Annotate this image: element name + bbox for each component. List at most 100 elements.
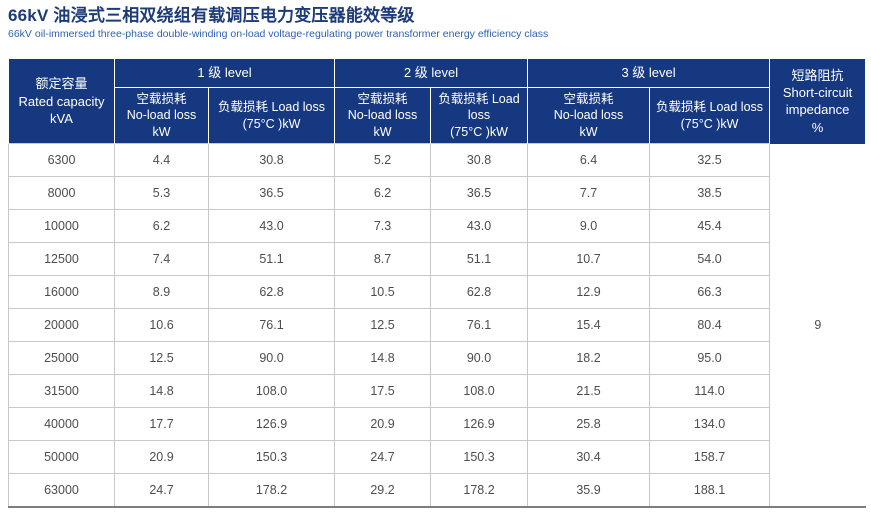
cell-level2-no-load-loss: 20.9	[334, 407, 432, 442]
cell-level1-no-load-loss: 8.9	[114, 275, 209, 310]
cell-rated-capacity: 50000	[8, 440, 115, 475]
cell-level2-no-load-loss: 29.2	[334, 473, 432, 509]
cell-level3-load-loss: 66.3	[649, 275, 771, 310]
cell-level1-load-loss: 36.5	[207, 176, 336, 211]
cell-level2-load-loss: 43.0	[430, 209, 529, 244]
cell-level2-load-loss: 62.8	[430, 275, 529, 310]
level3-no-load-loss-header: 空载损耗 No-load loss kW	[527, 86, 651, 144]
cell-level3-load-loss: 158.7	[649, 440, 771, 475]
cell-level1-no-load-loss: 14.8	[114, 374, 209, 409]
cell-level1-no-load-loss: 10.6	[114, 308, 209, 343]
cell-rated-capacity: 12500	[8, 242, 115, 277]
cell-level2-no-load-loss: 7.3	[334, 209, 432, 244]
cell-level3-no-load-loss: 21.5	[527, 374, 651, 409]
cell-level1-load-loss: 30.8	[207, 143, 336, 178]
table-row: 25000 12.5 90.0 14.8 90.0 18.2 95.0	[8, 341, 866, 376]
cell-level3-no-load-loss: 9.0	[527, 209, 651, 244]
cell-level1-load-loss: 62.8	[207, 275, 336, 310]
cell-level2-no-load-loss: 17.5	[334, 374, 432, 409]
level2-load-loss-header: 负载损耗 Load loss (75°C )kW	[430, 86, 529, 144]
cell-level3-no-load-loss: 6.4	[527, 143, 651, 178]
cell-level3-load-loss: 188.1	[649, 473, 771, 509]
cell-level3-load-loss: 32.5	[649, 143, 771, 178]
rated-capacity-header: 额定容量 Rated capacity kVA	[8, 57, 115, 144]
cell-level2-no-load-loss: 10.5	[334, 275, 432, 310]
cell-level1-load-loss: 108.0	[207, 374, 336, 409]
level1-group-header: 1 级 level	[113, 57, 336, 88]
cell-rated-capacity: 20000	[8, 308, 115, 343]
cell-level2-no-load-loss: 24.7	[334, 440, 432, 475]
table-row: 20000 10.6 76.1 12.5 76.1 15.4 80.4	[8, 308, 866, 343]
cell-level2-no-load-loss: 5.2	[334, 143, 432, 178]
cell-level3-no-load-loss: 7.7	[527, 176, 651, 211]
cell-level2-load-loss: 90.0	[430, 341, 529, 376]
table-row: 6300 4.4 30.8 5.2 30.8 6.4 32.5 9	[8, 143, 866, 509]
cell-rated-capacity: 40000	[8, 407, 115, 442]
cell-level3-no-load-loss: 18.2	[527, 341, 651, 376]
table-row: 12500 7.4 51.1 8.7 51.1 10.7 54.0	[8, 242, 866, 277]
cell-level2-no-load-loss: 14.8	[334, 341, 432, 376]
table-body: 6300 4.4 30.8 5.2 30.8 6.4 32.5 9 8000 5…	[8, 143, 866, 509]
level3-group-header: 3 级 level	[527, 57, 771, 88]
cell-level3-load-loss: 54.0	[649, 242, 771, 277]
cell-rated-capacity: 16000	[8, 275, 115, 310]
cell-level1-no-load-loss: 24.7	[114, 473, 209, 509]
table-row: 8000 5.3 36.5 6.2 36.5 7.7 38.5	[8, 176, 866, 211]
cell-level3-load-loss: 114.0	[649, 374, 771, 409]
cell-short-circuit-impedance: 9	[769, 143, 866, 509]
cell-level3-load-loss: 95.0	[649, 341, 771, 376]
cell-level1-no-load-loss: 12.5	[114, 341, 209, 376]
cell-rated-capacity: 6300	[8, 143, 115, 178]
cell-level1-load-loss: 51.1	[207, 242, 336, 277]
table-row: 31500 14.8 108.0 17.5 108.0 21.5 114.0	[8, 374, 866, 409]
cell-rated-capacity: 63000	[8, 473, 115, 509]
cell-rated-capacity: 10000	[8, 209, 115, 244]
table-row: 50000 20.9 150.3 24.7 150.3 30.4 158.7	[8, 440, 866, 475]
cell-level2-no-load-loss: 12.5	[334, 308, 432, 343]
cell-level3-load-loss: 38.5	[649, 176, 771, 211]
short-circuit-impedance-header: 短路阻抗 Short-circuit impedance %	[769, 57, 867, 144]
cell-level2-load-loss: 150.3	[430, 440, 529, 475]
level1-no-load-loss-header: 空载损耗 No-load loss kW	[114, 86, 209, 144]
cell-level3-load-loss: 134.0	[649, 407, 771, 442]
cell-level2-load-loss: 30.8	[430, 143, 529, 178]
cell-level1-no-load-loss: 17.7	[114, 407, 209, 442]
table-row: 40000 17.7 126.9 20.9 126.9 25.8 134.0	[8, 407, 866, 442]
header-group-row: 额定容量 Rated capacity kVA 1 级 level 2 级 le…	[8, 57, 867, 144]
cell-level1-no-load-loss: 4.4	[114, 143, 209, 178]
level2-group-header: 2 级 level	[334, 57, 529, 88]
cell-level3-no-load-loss: 30.4	[527, 440, 651, 475]
level1-load-loss-header: 负载损耗 Load loss (75°C )kW	[207, 86, 336, 144]
cell-level2-no-load-loss: 8.7	[334, 242, 432, 277]
cell-level1-load-loss: 150.3	[207, 440, 336, 475]
cell-level2-load-loss: 178.2	[430, 473, 529, 509]
cell-level1-no-load-loss: 7.4	[114, 242, 209, 277]
cell-level2-load-loss: 108.0	[430, 374, 529, 409]
cell-level1-load-loss: 90.0	[207, 341, 336, 376]
page-title: 66kV 油浸式三相双绕组有载调压电力变压器能效等级	[8, 6, 415, 25]
cell-level1-load-loss: 178.2	[207, 473, 336, 509]
cell-level1-no-load-loss: 6.2	[114, 209, 209, 244]
cell-level3-no-load-loss: 25.8	[527, 407, 651, 442]
cell-level3-no-load-loss: 15.4	[527, 308, 651, 343]
cell-rated-capacity: 25000	[8, 341, 115, 376]
cell-level2-no-load-loss: 6.2	[334, 176, 432, 211]
cell-rated-capacity: 31500	[8, 374, 115, 409]
efficiency-class-table: 额定容量 Rated capacity kVA 1 级 level 2 级 le…	[8, 57, 867, 509]
cell-level3-load-loss: 80.4	[649, 308, 771, 343]
cell-level2-load-loss: 36.5	[430, 176, 529, 211]
cell-level3-no-load-loss: 12.9	[527, 275, 651, 310]
table-row: 16000 8.9 62.8 10.5 62.8 12.9 66.3	[8, 275, 866, 310]
cell-level1-no-load-loss: 20.9	[114, 440, 209, 475]
level3-load-loss-header: 负载损耗 Load loss (75°C )kW	[649, 86, 771, 144]
cell-level3-no-load-loss: 10.7	[527, 242, 651, 277]
cell-level1-load-loss: 43.0	[207, 209, 336, 244]
cell-level2-load-loss: 76.1	[430, 308, 529, 343]
cell-level1-no-load-loss: 5.3	[114, 176, 209, 211]
cell-level1-load-loss: 76.1	[207, 308, 336, 343]
cell-level1-load-loss: 126.9	[207, 407, 336, 442]
level2-no-load-loss-header: 空载损耗 No-load loss kW	[334, 86, 432, 144]
cell-level3-no-load-loss: 35.9	[527, 473, 651, 509]
table-row: 10000 6.2 43.0 7.3 43.0 9.0 45.4	[8, 209, 866, 244]
